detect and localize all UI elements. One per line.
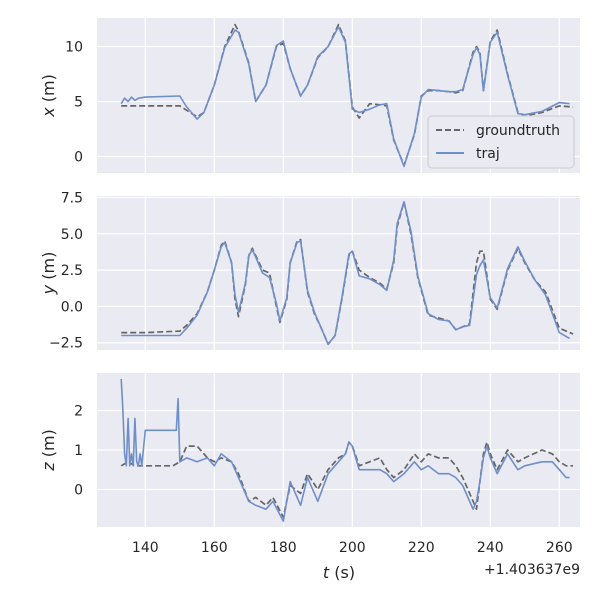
panel-z: 0 1 2 z (m) — [39, 373, 580, 527]
y-tick-label: 0 — [74, 482, 83, 498]
x-axis-label: t (s) — [323, 563, 355, 582]
legend-box — [427, 115, 575, 169]
x-tick-label: 240 — [477, 540, 504, 556]
y-axis-label: x (m) — [39, 74, 58, 118]
y-axis-var: z — [39, 462, 58, 472]
y-tick-label: 5.0 — [61, 227, 83, 243]
panel-y: −2.5 0.0 2.5 5.0 7.5 y (m) — [39, 190, 580, 352]
y-tick-label: −2.5 — [49, 336, 83, 352]
y-axis-unit: (m) — [39, 74, 58, 107]
y-tick-label: 2.5 — [61, 263, 83, 279]
y-tick-label: 0 — [74, 150, 83, 166]
series-line-traj — [121, 201, 570, 345]
plot-background — [97, 196, 580, 350]
legend-traj-label: traj — [476, 146, 500, 162]
series-group — [121, 200, 574, 346]
y-axis-var: y — [39, 284, 58, 295]
x-tick-label: 160 — [201, 540, 228, 556]
y-axis-unit: (m) — [39, 429, 58, 462]
x-axis-var: t — [323, 563, 330, 582]
y-tick-label: 5 — [74, 95, 83, 111]
y-axis-var: x — [39, 107, 58, 118]
x-tick-label: 140 — [132, 540, 159, 556]
y-tick-label: 1 — [74, 443, 83, 459]
x-tick-label: 200 — [339, 540, 366, 556]
y-tick-label: 10 — [65, 40, 83, 56]
x-tick-label: 180 — [270, 540, 297, 556]
y-axis-label: z (m) — [39, 429, 58, 472]
series-group — [120, 378, 574, 522]
legend: groundtruth traj — [427, 115, 575, 169]
x-tick-label: 220 — [408, 540, 435, 556]
series-line-traj — [120, 378, 570, 522]
series-line-traj — [120, 26, 570, 168]
x-tick-labels: 140 160 180 200 220 240 260 — [132, 540, 573, 556]
y-axis-unit: (m) — [39, 252, 58, 285]
y-tick-label: 7.5 — [61, 190, 83, 206]
y-tick-label: 0.0 — [61, 299, 83, 315]
x-offset-label: +1.403637e9 — [484, 562, 580, 578]
series-line-groundtruth — [120, 441, 574, 518]
panel-x: 0 5 10 x (m) — [39, 18, 580, 173]
series-group — [120, 23, 574, 168]
legend-groundtruth-label: groundtruth — [476, 123, 560, 139]
x-tick-label: 260 — [546, 540, 573, 556]
y-axis-label: y (m) — [39, 252, 58, 296]
x-axis-unit: (s) — [329, 563, 355, 582]
y-tick-label: 2 — [74, 404, 83, 420]
